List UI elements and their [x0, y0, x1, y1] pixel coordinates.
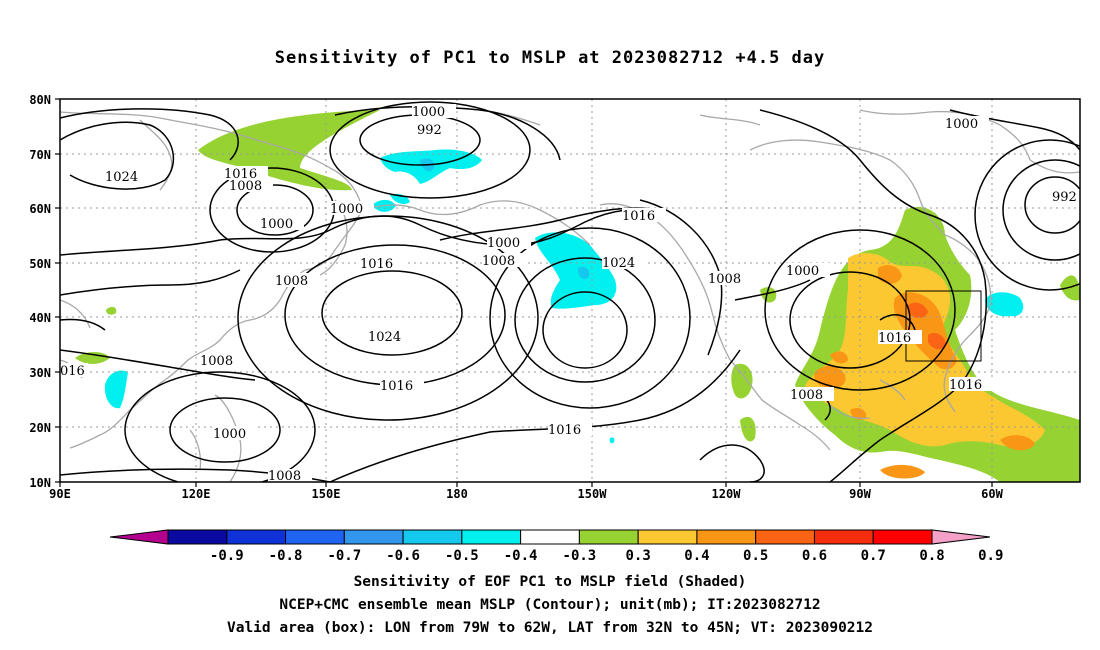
colorbar-swatch [343, 529, 404, 545]
colorbar-label: -0.9 [210, 548, 244, 564]
colorbar-label: -0.6 [386, 548, 420, 564]
lon-label: 120W [712, 487, 742, 501]
colorbar-label: -0.7 [327, 548, 361, 564]
contour-label: 1000 [786, 264, 819, 279]
axis-ticks [55, 98, 993, 487]
contour-label: 1016 [360, 257, 393, 272]
contour-label: 1000 [412, 105, 445, 120]
colorbar-label: -0.8 [269, 548, 303, 564]
longitude-labels: 90E 120E 150E 180 150W 120W 90W 60W [49, 487, 1003, 501]
colorbar-swatch [285, 529, 345, 545]
caption-shading: Sensitivity of EOF PC1 to MSLP field (Sh… [353, 574, 747, 590]
lon-label: 150E [312, 487, 341, 501]
lon-label: 180 [446, 487, 468, 501]
lon-label: 90E [49, 487, 71, 501]
colorbar-swatch [755, 529, 815, 545]
colorbar-swatch [226, 529, 287, 545]
colorbar-label: 0.3 [626, 548, 651, 564]
plot-title: Sensitivity of PC1 to MSLP at 2023082712… [274, 48, 826, 68]
lat-label: 50N [29, 257, 51, 271]
lat-label: 70N [29, 148, 51, 162]
colorbar-label: 0.5 [743, 548, 768, 564]
contour-label: 992 [417, 123, 442, 138]
contour-label: 1016 [949, 378, 982, 393]
contour-label: 1016 [548, 423, 581, 438]
contour-label: 1024 [105, 170, 138, 185]
lat-label: 30N [29, 366, 51, 380]
caption-valid-area: Valid area (box): LON from 79W to 62W, L… [226, 620, 873, 636]
lat-label: 40N [29, 311, 51, 325]
colorbar-swatch [109, 529, 169, 545]
colorbar-swatch [637, 529, 698, 545]
colorbar-swatch [872, 529, 933, 545]
contour-label: 992 [1052, 190, 1077, 205]
map-frame [59, 98, 1081, 483]
contour-label: 1008 [275, 274, 308, 289]
lat-label: 60N [29, 202, 51, 216]
colorbar-swatch [931, 529, 991, 545]
contour-label: 1008 [229, 179, 262, 194]
colorbar-label: 0.8 [919, 548, 944, 564]
colorbar-label: 0.6 [802, 548, 827, 564]
valid-area-box [905, 290, 982, 362]
contour-label: 1024 [602, 256, 635, 271]
lat-label: 80N [29, 93, 51, 107]
contour-label: 1008 [482, 254, 515, 269]
colorbar-label: 0.9 [978, 548, 1003, 564]
contour-label: 1000 [330, 202, 363, 217]
contour-label: 1000 [213, 427, 246, 442]
contour-label: 1016 [878, 331, 911, 346]
lat-label: 20N [29, 421, 51, 435]
colorbar-swatch [813, 529, 874, 545]
colorbar-label: -0.5 [445, 548, 479, 564]
colorbar-swatch [520, 529, 580, 545]
contour-label: 1008 [708, 272, 741, 287]
contour-label: 1000 [260, 217, 293, 232]
contour-label: 1016 [622, 209, 655, 224]
colorbar-label: 0.4 [684, 548, 709, 564]
colorbar-label: -0.3 [563, 548, 597, 564]
contour-label: 1008 [790, 388, 823, 403]
contour-label: 1024 [368, 330, 401, 345]
contour-label: 1008 [200, 354, 233, 369]
latitude-labels: 80N 70N 60N 50N 40N 30N 20N 10N [29, 93, 51, 490]
lon-label: 60W [981, 487, 1003, 501]
lon-label: 120E [182, 487, 211, 501]
colorbar-label: -0.4 [504, 548, 538, 564]
contour-label: 1008 [268, 469, 301, 484]
colorbar-swatch [696, 529, 757, 545]
colorbar: -0.9 -0.8 -0.7 -0.6 -0.5 -0.4 -0.3 0.3 0.4 0.5 0.6… [109, 529, 1003, 564]
colorbar-swatch [461, 529, 522, 545]
contour-label: 1016 [380, 379, 413, 394]
caption-contour: NCEP+CMC ensemble mean MSLP (Contour); u… [279, 597, 821, 613]
colorbar-swatch [167, 529, 228, 545]
contour-label: 1000 [487, 236, 520, 251]
lon-label: 90W [849, 487, 871, 501]
contour-label: 1000 [945, 117, 978, 132]
colorbar-label: 0.7 [861, 548, 886, 564]
colorbar-swatch [402, 529, 463, 545]
contour-labels: 1000 992 1024 1016 1008 1000 1000 1016 1… [60, 104, 1080, 484]
colorbar-swatch [578, 529, 639, 545]
lat-label: 10N [29, 476, 51, 490]
lon-label: 150W [578, 487, 608, 501]
contour-label: 016 [60, 364, 85, 379]
